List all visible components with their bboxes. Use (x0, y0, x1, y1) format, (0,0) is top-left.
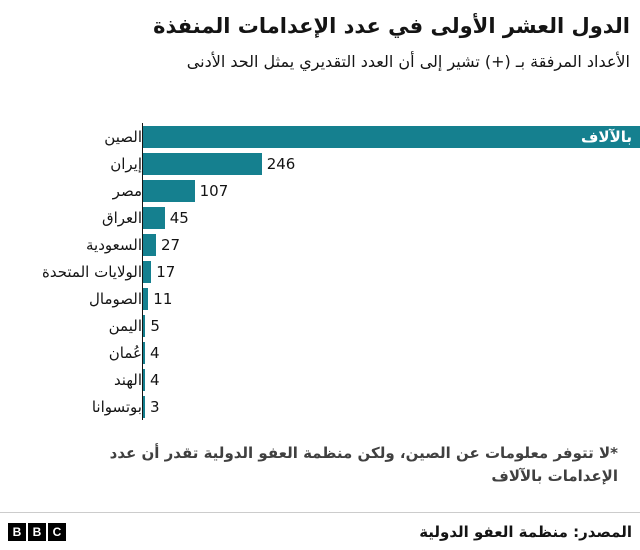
category-label: الصومال (89, 289, 142, 308)
chart-footnote: *لا تتوفر معلومات عن الصين، ولكن منظمة ا… (109, 444, 618, 486)
value-label: 17 (156, 262, 176, 281)
category-label: إيران (110, 154, 142, 173)
value-label: 27 (161, 235, 181, 254)
bar (143, 152, 262, 175)
chart-row: السعودية 27 (0, 231, 640, 259)
value-label: 45 (169, 208, 189, 227)
bar (143, 395, 145, 418)
bar (143, 341, 145, 364)
value-label: 5 (150, 316, 160, 335)
bar-track: بالآلاف (142, 123, 640, 151)
bar-track: 3 (142, 393, 640, 421)
bbc-logo-block-c: C (48, 522, 66, 541)
chart-row: الهند 4 (0, 366, 640, 394)
bar (143, 233, 157, 256)
bar: بالآلاف (143, 125, 640, 148)
bar-track: 11 (142, 285, 640, 313)
chart-row: إيران 246 (0, 150, 640, 178)
page-title: الدول العشر الأولى في عدد الإعدامات المن… (153, 14, 630, 38)
bar-track: 17 (142, 258, 640, 286)
bar-inside-label: بالآلاف (580, 127, 632, 146)
bar (143, 179, 195, 202)
bar (143, 206, 165, 229)
category-label: الصين (104, 127, 142, 146)
value-label: 3 (150, 397, 160, 416)
source-text: المصدر: منظمة العفو الدولية (419, 522, 632, 541)
bar-track: 107 (142, 177, 640, 205)
footer: B B C المصدر: منظمة العفو الدولية (0, 512, 640, 550)
category-label: اليمن (108, 316, 142, 335)
bar-track: 45 (142, 204, 640, 232)
chart-row: الصين بالآلاف (0, 123, 640, 151)
category-label: العراق (101, 208, 142, 227)
category-label: عُمان (108, 343, 142, 362)
category-label: الولايات المتحدة (41, 262, 142, 281)
bar (143, 287, 149, 310)
category-label: السعودية (85, 235, 142, 254)
chart-row: الصومال 11 (0, 285, 640, 313)
value-label: 4 (150, 343, 160, 362)
bar-track: 4 (142, 366, 640, 394)
bbc-logo-block-b2: B (28, 522, 46, 541)
bar (143, 314, 146, 337)
chart-row: العراق 45 (0, 204, 640, 232)
bbc-logo: B B C (8, 522, 66, 541)
bar-track: 5 (142, 312, 640, 340)
category-label: بوتسوانا (91, 397, 142, 416)
chart-row: بوتسوانا 3 (0, 393, 640, 421)
bar (143, 260, 152, 283)
bar-track: 27 (142, 231, 640, 259)
bar (143, 368, 145, 391)
value-label: 107 (199, 181, 229, 200)
value-label: 4 (150, 370, 160, 389)
value-label: 11 (153, 289, 173, 308)
chart-row: مصر 107 (0, 177, 640, 205)
category-label: مصر (112, 181, 142, 200)
bbc-logo-block-b1: B (8, 522, 26, 541)
chart-row: اليمن 5 (0, 312, 640, 340)
bar-track: 4 (142, 339, 640, 367)
bar-track: 246 (142, 150, 640, 178)
category-label: الهند (113, 370, 142, 389)
chart-row: الولايات المتحدة 17 (0, 258, 640, 286)
chart-row: عُمان 4 (0, 339, 640, 367)
horizontal-bar-chart: الصين بالآلاف إيران 246 مصر 107 العراق 45 السعود… (0, 123, 640, 421)
value-label: 246 (266, 154, 296, 173)
chart-subtitle: الأعداد المرفقة بـ (+) تشير إلى أن العدد… (186, 52, 630, 72)
